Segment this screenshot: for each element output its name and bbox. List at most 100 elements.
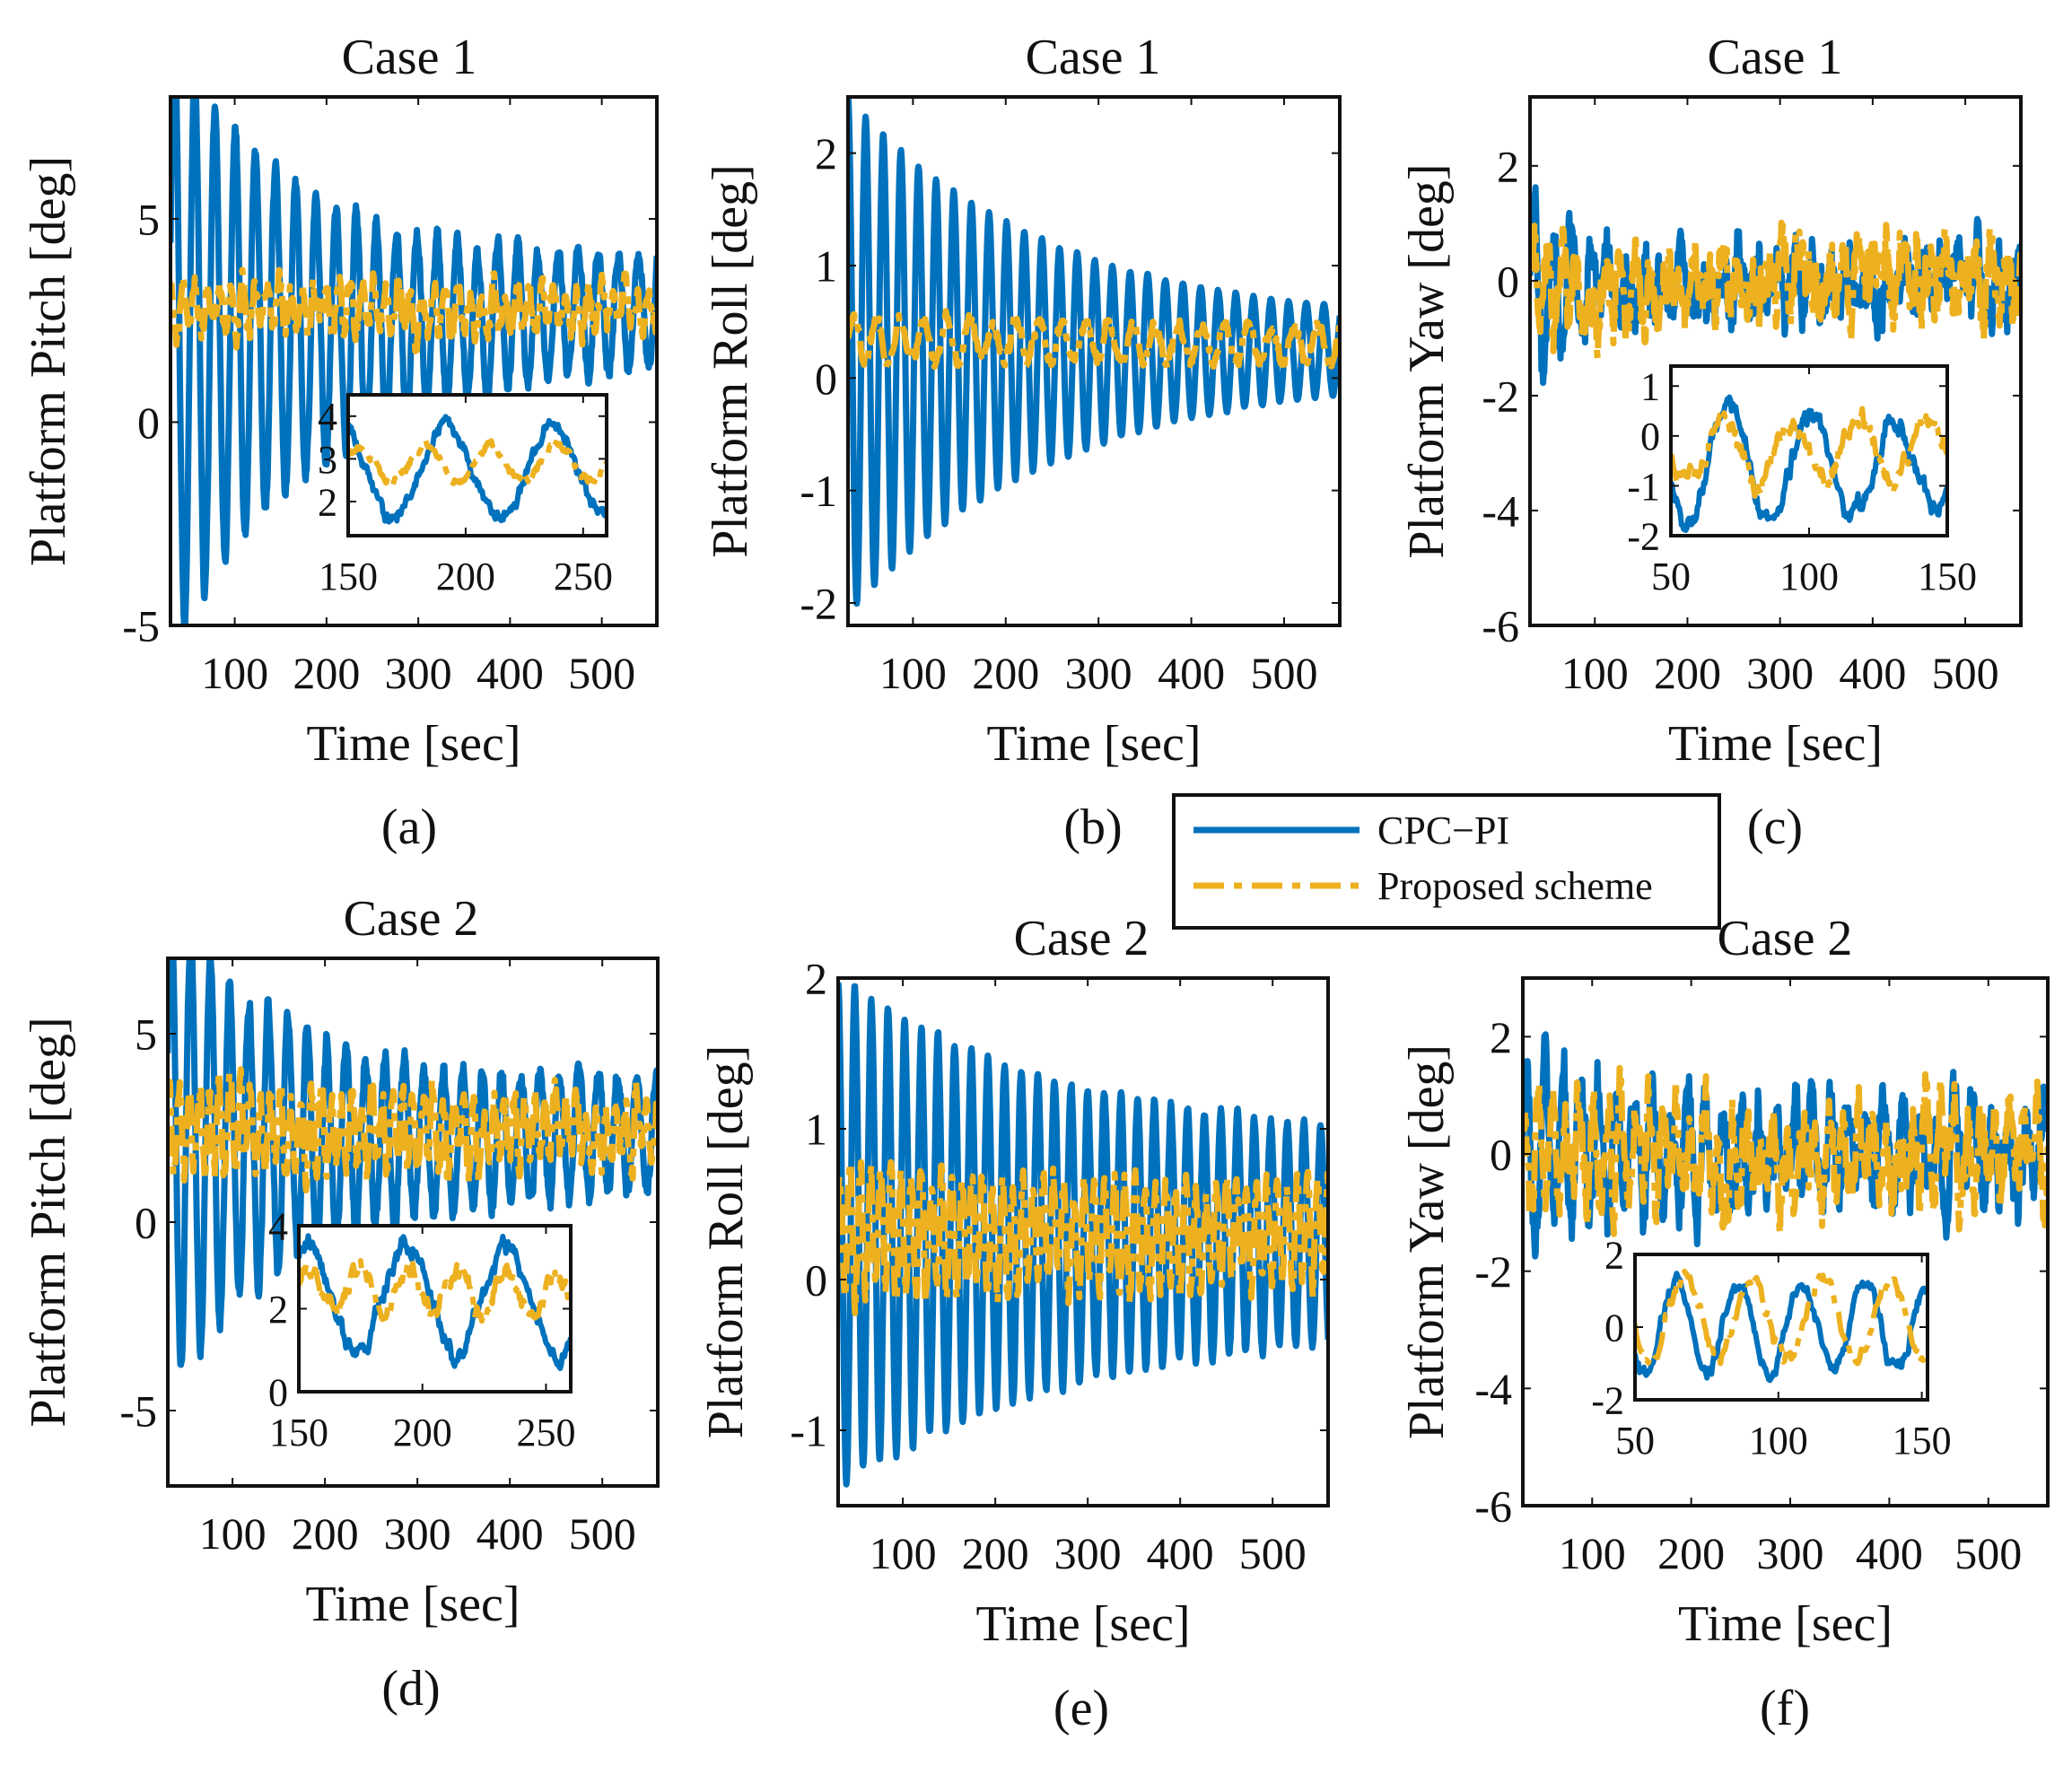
y-tick-label: 2: [268, 1288, 288, 1332]
plot-frame: [1528, 95, 2023, 627]
x-tick-label: 250: [516, 1411, 575, 1455]
axes-b: 100 200 300 400 500 -2 -1 0 1 2: [800, 95, 1342, 698]
x-tick-label: 150: [269, 1411, 328, 1455]
chart-title: Case 1: [1708, 30, 1843, 85]
y-tick-label: -2: [1591, 1378, 1624, 1422]
x-axis-label: Time [sec]: [1668, 716, 1883, 772]
series-line-proposed-scheme: [848, 308, 1340, 371]
x-tick-label: 400: [1856, 1528, 1923, 1578]
x-tick-label: 100: [870, 1528, 937, 1578]
x-tick-label: 300: [1757, 1528, 1824, 1578]
panel-a: 100 200 300 400 500 -5 0 5 150 200 250 234 Case 1 Tim…: [21, 30, 659, 855]
x-tick-label: 400: [1839, 648, 1906, 698]
y-tick-label: 0: [1604, 1306, 1624, 1350]
plot-frame: [1633, 1253, 1929, 1402]
panel-caption: (e): [1053, 1681, 1109, 1736]
y-tick-label: -1: [790, 1406, 827, 1456]
x-tick-label: 100: [1561, 648, 1629, 698]
x-tick-label: 100: [1779, 555, 1839, 599]
y-tick-label: 4: [318, 395, 337, 439]
x-tick-label: 50: [1651, 555, 1691, 599]
x-axis-label: Time [sec]: [305, 1577, 520, 1632]
y-tick-label: -6: [1474, 1481, 1512, 1532]
inset-a: 150 200 250 234: [318, 393, 613, 599]
y-tick-label: 0: [805, 1255, 827, 1306]
y-tick-label: 5: [137, 194, 160, 244]
x-tick-label: 200: [393, 1411, 452, 1455]
legend-item: Proposed scheme: [1193, 864, 1653, 908]
x-tick-label: 200: [292, 1508, 359, 1559]
y-tick-label: -2: [1482, 371, 1519, 421]
x-tick-label: 50: [1615, 1419, 1655, 1463]
x-axis-label: Time [sec]: [306, 716, 520, 772]
x-tick-label: 400: [1147, 1528, 1214, 1578]
x-tick-label: 300: [1746, 648, 1814, 698]
inset-d: 150 200 250 0 2 4: [268, 1204, 575, 1455]
y-tick-label: -2: [800, 578, 837, 628]
series-group: [1635, 1268, 1928, 1384]
x-axis-label: Time [sec]: [1678, 1596, 1893, 1652]
x-tick-label: 400: [476, 648, 544, 698]
x-tick-label: 150: [1918, 555, 1977, 599]
x-axis-label: Time [sec]: [975, 1596, 1190, 1652]
x-tick-label: 100: [1749, 1419, 1808, 1463]
chart-title: Case 2: [1014, 911, 1150, 966]
x-tick-label: 500: [1954, 1528, 2022, 1578]
panel-caption: (c): [1747, 799, 1803, 855]
series-line-cpc-pi: [1635, 1271, 1928, 1384]
y-tick-label: 0: [268, 1370, 288, 1414]
y-tick-label: 2: [1497, 141, 1519, 191]
inset-f: 50 100 150 -2 0 2: [1591, 1233, 1951, 1463]
x-tick-label: 100: [1559, 1528, 1626, 1578]
legend-label: Proposed scheme: [1377, 864, 1653, 908]
x-tick-label: 300: [384, 1508, 451, 1559]
x-tick-label: 150: [1893, 1419, 1952, 1463]
y-tick-label: -2: [1474, 1246, 1512, 1297]
series-line-cpc-pi: [168, 958, 658, 1368]
plot-frame: [1521, 976, 2050, 1507]
panel-caption: (f): [1760, 1681, 1810, 1736]
series-group: [1671, 394, 1947, 533]
series-line-proposed-scheme: [299, 1258, 571, 1324]
x-tick-label: 150: [319, 555, 378, 599]
legend: CPC−PI Proposed scheme: [1172, 793, 1721, 930]
y-axis-label: Platform Yaw [deg]: [1399, 1044, 1455, 1439]
y-tick-label: -2: [1627, 514, 1660, 558]
y-tick-label: -4: [1474, 1364, 1512, 1414]
series-group: [170, 97, 657, 625]
series-line-proposed-scheme: [1671, 406, 1947, 499]
y-tick-label: -4: [1482, 485, 1519, 536]
plot-frame: [1669, 364, 1949, 537]
x-tick-label: 200: [972, 648, 1039, 698]
series-group: [348, 414, 607, 525]
y-tick-label: -5: [119, 1386, 157, 1437]
y-tick-label: 1: [1640, 365, 1660, 409]
y-tick-label: -5: [122, 601, 160, 651]
x-tick-label: 100: [199, 1508, 267, 1559]
x-tick-label: 500: [1239, 1528, 1307, 1578]
series-group: [299, 1233, 571, 1371]
plot-frame: [166, 957, 660, 1488]
y-tick-label: 3: [318, 438, 337, 482]
x-tick-label: 500: [1250, 648, 1317, 698]
x-tick-label: 400: [476, 1508, 544, 1559]
panel-f: 100 200 300 400 500 -6 -4 -2 0 2 50 100 150 -2 0 2 Case …: [1399, 911, 2050, 1736]
panel-caption: (d): [381, 1661, 440, 1717]
x-tick-label: 200: [1657, 1528, 1725, 1578]
y-tick-label: 2: [815, 128, 837, 179]
chart-title: Case 1: [1026, 30, 1161, 85]
y-tick-label: 2: [1604, 1233, 1624, 1277]
x-tick-label: 400: [1158, 648, 1225, 698]
y-tick-label: -6: [1482, 601, 1519, 651]
axes-d: 100 200 300 400 500 -5 0 5: [119, 957, 660, 1559]
y-tick-label: 5: [135, 1009, 157, 1060]
x-tick-label: 200: [436, 555, 495, 599]
y-tick-label: 0: [1497, 256, 1519, 306]
y-tick-label: 0: [815, 354, 837, 404]
y-tick-label: 2: [805, 954, 827, 1004]
legend-item: CPC−PI: [1193, 808, 1509, 852]
x-tick-label: 200: [962, 1528, 1029, 1578]
series-line-proposed-scheme: [348, 437, 607, 487]
y-axis-label: Platform Yaw [deg]: [1399, 163, 1455, 558]
series-group: [848, 97, 1340, 607]
